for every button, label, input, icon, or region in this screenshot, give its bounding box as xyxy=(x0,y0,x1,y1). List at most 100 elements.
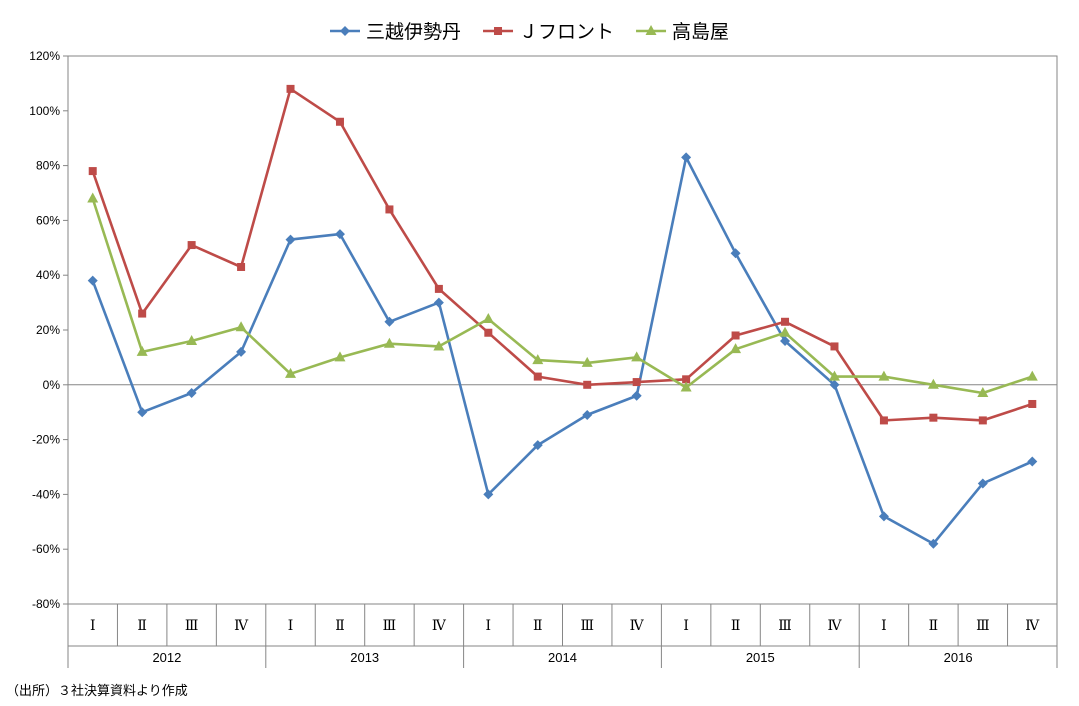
data-point xyxy=(286,84,295,93)
x-year-label: 2013 xyxy=(350,650,379,665)
data-point xyxy=(87,192,99,203)
x-axis: Ⅰ Ⅱ Ⅲ Ⅳ Ⅰ Ⅱ Ⅲ Ⅳ Ⅰ Ⅱ Ⅲ Ⅳ Ⅰ Ⅱ Ⅲ Ⅳ Ⅰ Ⅱ Ⅲ Ⅳ 2012 2013 2014 2015 2016 xyxy=(67,604,1058,668)
data-point xyxy=(87,275,98,286)
data-point xyxy=(583,380,592,389)
data-point xyxy=(928,538,939,549)
data-point xyxy=(828,370,840,381)
data-point xyxy=(285,234,296,245)
data-point xyxy=(186,334,198,345)
data-point xyxy=(927,378,939,389)
data-point xyxy=(186,388,197,399)
x-tick-label: Ⅰ xyxy=(486,619,492,634)
series-line xyxy=(91,87,1033,422)
data-point xyxy=(878,370,890,381)
y-tick-label: 20% xyxy=(36,323,60,337)
data-point xyxy=(483,489,494,500)
x-tick-label: Ⅲ xyxy=(580,619,594,634)
data-point xyxy=(1027,456,1038,467)
series-2 xyxy=(88,84,1037,425)
data-point xyxy=(237,262,246,271)
data-point xyxy=(977,387,989,398)
series-layer xyxy=(87,84,1038,549)
plot-area xyxy=(67,55,1058,605)
legend: 三越伊勢丹 Ｊフロント 高島屋 xyxy=(330,21,729,43)
x-tick-label: Ⅲ xyxy=(383,619,397,634)
data-point xyxy=(236,346,247,357)
data-point xyxy=(830,342,839,351)
x-tick-label: Ⅳ xyxy=(1025,619,1040,634)
data-point xyxy=(334,351,346,362)
x-tick-label: Ⅱ xyxy=(137,619,147,634)
legend-swatch-marker xyxy=(340,26,350,36)
legend-swatch-marker xyxy=(645,25,657,35)
data-point xyxy=(433,297,444,308)
legend-label: 三越伊勢丹 xyxy=(366,21,461,43)
series-1 xyxy=(87,152,1038,549)
data-point xyxy=(434,284,443,293)
data-point xyxy=(631,390,642,401)
data-point xyxy=(582,409,593,420)
data-point xyxy=(631,351,643,362)
data-point xyxy=(680,381,692,392)
series-3 xyxy=(87,192,1038,398)
data-point xyxy=(879,416,888,425)
data-point xyxy=(781,317,790,326)
legend-item: Ｊフロント xyxy=(483,21,614,43)
y-tick-label: -60% xyxy=(32,542,60,556)
data-point xyxy=(978,416,987,425)
x-tick-label: Ⅳ xyxy=(234,619,249,634)
data-point xyxy=(484,328,493,337)
y-axis: -80% -60% -40% -20% 0% 20% 40% 60% 80% 100% 120% xyxy=(29,49,1057,611)
y-tick-label: -40% xyxy=(32,487,60,501)
legend-swatch-marker xyxy=(494,27,503,35)
data-point xyxy=(977,478,988,489)
y-tick-label: 60% xyxy=(36,213,60,227)
x-tick-label: Ⅱ xyxy=(929,619,939,634)
y-tick-label: 80% xyxy=(36,159,60,173)
series-line xyxy=(91,156,1033,546)
x-tick-label: Ⅰ xyxy=(288,619,294,634)
legend-item: 高島屋 xyxy=(636,21,729,43)
data-point xyxy=(731,331,740,340)
data-point xyxy=(384,316,395,327)
legend-label: Ｊフロント xyxy=(519,21,614,43)
y-tick-label: 0% xyxy=(43,378,61,392)
x-tick-label: Ⅳ xyxy=(432,619,447,634)
y-tick-label: 40% xyxy=(36,268,60,282)
x-tick-label: Ⅰ xyxy=(881,619,887,634)
source-note: （出所）３社決算資料より作成 xyxy=(6,684,188,699)
data-point xyxy=(581,356,593,367)
data-point xyxy=(1026,370,1038,381)
data-point xyxy=(433,340,445,351)
data-point xyxy=(878,511,889,522)
data-point xyxy=(285,367,297,378)
x-tick-label: Ⅲ xyxy=(778,619,792,634)
data-point xyxy=(829,379,840,390)
data-point xyxy=(385,205,394,214)
x-tick-label: Ⅱ xyxy=(335,619,345,634)
x-tick-label: Ⅲ xyxy=(185,619,199,634)
x-tick-label: Ⅱ xyxy=(533,619,543,634)
data-point xyxy=(730,248,741,259)
data-point xyxy=(482,313,494,324)
data-point xyxy=(335,117,344,126)
data-point xyxy=(136,345,148,356)
data-point xyxy=(730,343,742,354)
x-tick-label: Ⅲ xyxy=(976,619,990,634)
y-tick-label: 120% xyxy=(29,49,60,63)
x-year-label: 2016 xyxy=(944,650,973,665)
x-year-label: 2014 xyxy=(548,650,577,665)
data-point xyxy=(88,167,97,176)
data-point xyxy=(533,372,542,381)
data-point xyxy=(632,378,641,387)
legend-label: 高島屋 xyxy=(672,21,729,43)
y-tick-label: -80% xyxy=(32,597,60,611)
x-year-label: 2015 xyxy=(746,650,775,665)
data-point xyxy=(779,326,791,337)
data-point xyxy=(138,309,147,318)
x-tick-label: Ⅳ xyxy=(827,619,842,634)
data-point xyxy=(532,440,543,451)
data-point xyxy=(334,229,345,240)
x-tick-label: Ⅰ xyxy=(683,619,689,634)
